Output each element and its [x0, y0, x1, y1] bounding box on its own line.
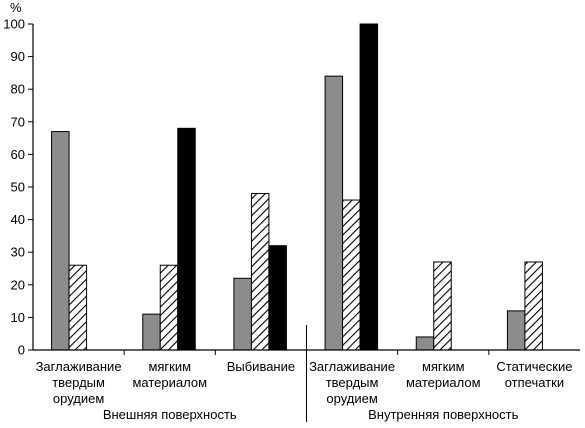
bar-cat3-s0 [324, 75, 344, 351]
category-label-line: орудием [53, 391, 104, 406]
bar-cat2-s2 [268, 245, 287, 351]
y-tick-label: 100 [3, 17, 25, 32]
group-label: Внешняя поверхность [103, 407, 237, 422]
bar-cat4-s1 [433, 261, 452, 351]
y-tick-label: 10 [11, 310, 25, 325]
category-label-line: Заглаживание [309, 359, 395, 374]
y-tick-label: 80 [11, 82, 25, 97]
category-label-line: мягким [422, 359, 465, 374]
bar-cat1-s0 [142, 313, 161, 351]
y-tick-label: 50 [11, 180, 25, 195]
category-label-line: Заглаживание [36, 359, 122, 374]
category-label-line: твердым [52, 375, 105, 390]
category-label-line: Выбивание [227, 359, 295, 374]
y-axis-ticks: 0 10 20 30 40 50 60 70 80 90 100 [3, 17, 33, 358]
y-tick-label: 70 [11, 114, 25, 129]
group-labels: Внешняя поверхность Внутренняя поверхност… [103, 325, 519, 422]
bar-cat5-s1 [524, 261, 543, 351]
y-axis-label: % [10, 0, 22, 15]
bar-cat3-s1 [342, 199, 361, 351]
bar-cat1-s2 [177, 127, 196, 351]
category-label-line: отпечатки [505, 375, 564, 390]
bar-cat5-s0 [506, 310, 526, 351]
y-tick-label: 90 [11, 49, 25, 64]
y-tick-label: 0 [18, 343, 25, 358]
bars [51, 23, 543, 355]
bar-cat2-s0 [233, 277, 252, 351]
category-labels: Заглаживаниетвердыморудиеммягкимматериал… [36, 359, 573, 406]
category-label-line: материалом [406, 375, 481, 390]
bar-cat1-s1 [159, 264, 179, 351]
y-tick-label: 30 [11, 245, 25, 260]
bar-cat3-s2 [359, 23, 379, 351]
y-tick-label: 60 [11, 147, 25, 162]
category-label-line: мягким [148, 359, 191, 374]
category-label-line: твердым [326, 375, 379, 390]
y-tick-label: 40 [11, 212, 25, 227]
category-label-line: материалом [132, 375, 207, 390]
bar-cat0-s1 [68, 264, 88, 351]
y-tick-label: 20 [11, 277, 25, 292]
bar-cat2-s1 [250, 193, 270, 351]
bar-cat0-s0 [51, 131, 70, 351]
category-label-line: орудием [326, 391, 377, 406]
category-label-line: Статические [496, 359, 572, 374]
group-label: Внутренняя поверхность [368, 407, 519, 422]
bar-cat4-s0 [415, 336, 435, 351]
